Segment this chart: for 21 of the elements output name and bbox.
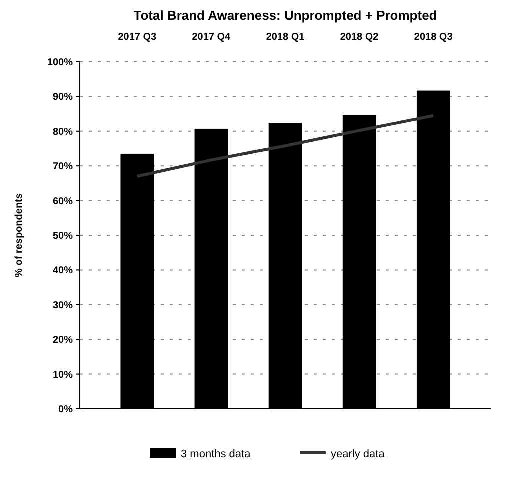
y-tick-label: 40% [52, 266, 74, 277]
x-tick-label: 2018 Q1 [266, 32, 306, 43]
x-tick-label: 2017 Q4 [192, 32, 232, 43]
y-tick-label: 20% [52, 335, 74, 346]
y-tick-label: 60% [52, 196, 74, 208]
y-tick-label: 80% [52, 126, 74, 138]
legend-label: 3 months data [181, 448, 252, 460]
y-tick-label: 50% [52, 231, 74, 242]
y-tick-label: 70% [52, 162, 74, 173]
x-tick-label: 2017 Q3 [118, 32, 158, 43]
x-tick-label: 2018 Q2 [340, 32, 380, 43]
y-tick-label: 0% [58, 404, 74, 416]
x-tick-label: 2018 Q3 [414, 32, 454, 43]
line-series [136, 114, 436, 178]
legend-label: yearly data [331, 448, 386, 460]
y-axis-title: % of respondents [14, 193, 25, 278]
y-tick-label: 30% [52, 300, 74, 312]
y-tick-label: 90% [52, 92, 74, 104]
y-tick-label: 10% [52, 370, 74, 381]
chart-title: Total Brand Awareness: Unprompted + Prompted [134, 8, 438, 23]
y-tick-label: 100% [47, 58, 74, 68]
